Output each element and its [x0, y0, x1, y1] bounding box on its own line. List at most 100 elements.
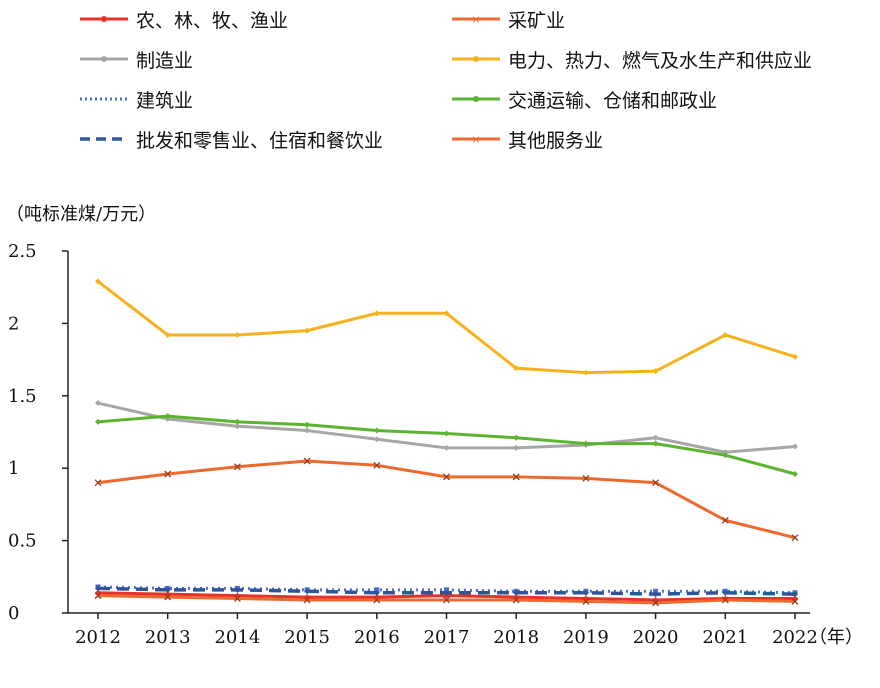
legend-label-agriculture: 农、林、牧、渔业	[136, 9, 289, 32]
data-point	[512, 596, 520, 604]
x-tick-label: 2020	[633, 627, 679, 648]
data-point	[94, 592, 102, 600]
legend-swatch-manufacturing-icon	[80, 56, 128, 62]
data-point	[722, 331, 729, 338]
y-tick-label: 2	[8, 313, 19, 334]
data-point	[791, 534, 799, 542]
data-point	[95, 418, 101, 425]
x-tick-label: 2022	[772, 627, 818, 648]
legend-label-utilities: 电力、热力、燃气及水生产和供应业	[508, 49, 813, 72]
data-point	[443, 473, 450, 481]
x-tick-label: 2015	[284, 627, 330, 648]
data-point	[373, 310, 380, 317]
data-point	[164, 413, 171, 420]
data-point	[513, 444, 520, 451]
data-point	[373, 589, 380, 596]
legend-swatch-utilities-icon	[452, 56, 500, 62]
x-tick-label: 2018	[493, 627, 539, 648]
data-point	[373, 427, 380, 434]
data-point	[164, 593, 172, 601]
legend-swatch-other-services-icon: ×	[452, 133, 500, 146]
data-point	[234, 331, 241, 338]
legend-item-construction: 建筑业	[78, 86, 193, 112]
data-point	[582, 474, 590, 482]
data-point	[164, 586, 171, 593]
data-point	[582, 589, 589, 596]
y-tick-label: 1	[8, 458, 19, 479]
x-tick-label: 2021	[702, 627, 748, 648]
data-point	[373, 461, 381, 469]
data-point	[95, 585, 101, 592]
series-line	[97, 280, 796, 375]
data-point	[652, 368, 659, 375]
data-point	[512, 473, 520, 481]
legend-label-transport: 交通运输、仓储和邮政业	[508, 89, 718, 112]
data-point	[443, 589, 450, 596]
svg-text:×: ×	[471, 133, 480, 146]
x-tick-label: 2012	[75, 627, 121, 648]
data-point	[722, 452, 729, 459]
data-point	[233, 595, 241, 602]
data-point	[234, 418, 241, 425]
data-point	[304, 588, 311, 595]
data-point	[582, 597, 590, 605]
svg-text:×: ×	[471, 13, 480, 26]
data-point	[513, 434, 520, 441]
data-point	[652, 599, 660, 607]
data-point	[95, 400, 101, 407]
data-point	[443, 310, 450, 317]
data-point	[94, 479, 102, 487]
data-point	[582, 440, 589, 447]
data-point	[443, 444, 450, 451]
data-point	[792, 470, 798, 477]
legend-item-wholesale: 批发和零售业、住宿和餐饮业	[78, 126, 383, 152]
y-tick-label: 0	[8, 603, 19, 624]
legend-item-manufacturing: 制造业	[78, 46, 193, 72]
data-point	[652, 440, 659, 447]
legend-item-other-services: × 其他服务业	[450, 126, 603, 152]
data-point	[792, 443, 798, 450]
data-point	[303, 457, 311, 465]
axes	[62, 250, 810, 619]
series-3	[95, 278, 798, 376]
x-tick-label: 2019	[563, 627, 609, 648]
series-line	[97, 459, 796, 540]
data-point	[304, 327, 311, 334]
data-point	[164, 331, 171, 338]
data-point	[791, 597, 799, 605]
x-tick-label: 2014	[214, 627, 260, 648]
x-axis-unit-label: （年）	[809, 627, 863, 648]
data-point	[443, 430, 450, 437]
series-line	[97, 401, 796, 454]
data-point	[652, 591, 659, 598]
data-point	[164, 470, 172, 478]
data-point	[721, 596, 729, 604]
legend-swatch-transport-icon	[452, 96, 500, 102]
y-axis-unit-label: （吨标准煤/万元）	[6, 204, 157, 225]
series-2	[95, 400, 798, 456]
legend-label-manufacturing: 制造业	[136, 49, 194, 72]
legend-label-wholesale: 批发和零售业、住宿和餐饮业	[136, 129, 384, 152]
series-1	[94, 457, 799, 542]
data-point	[582, 369, 589, 376]
axis-labels: 0 0.5 1 1.5 2 2.5 2012 2013 2014 2015 2016 2017 2018…	[8, 241, 863, 648]
data-point	[304, 421, 311, 428]
x-tick-label: 2017	[424, 627, 470, 648]
data-point	[652, 434, 659, 441]
data-point	[792, 353, 798, 360]
data-point	[233, 463, 241, 471]
data-point	[513, 365, 520, 372]
data-point	[303, 596, 311, 604]
legend-item-agriculture: 农、林、牧、渔业	[78, 6, 288, 32]
x-tick-label: 2016	[354, 627, 400, 648]
legend-swatch-construction-icon	[80, 97, 128, 101]
data-point	[792, 591, 798, 598]
data-point	[95, 278, 101, 285]
y-tick-label: 2.5	[8, 241, 37, 262]
data-point	[304, 427, 311, 434]
legend-label-mining: 采矿业	[508, 9, 566, 32]
data-point	[722, 589, 729, 596]
legend-item-utilities: 电力、热力、燃气及水生产和供应业	[450, 46, 812, 72]
legend-label-construction: 建筑业	[136, 89, 194, 112]
